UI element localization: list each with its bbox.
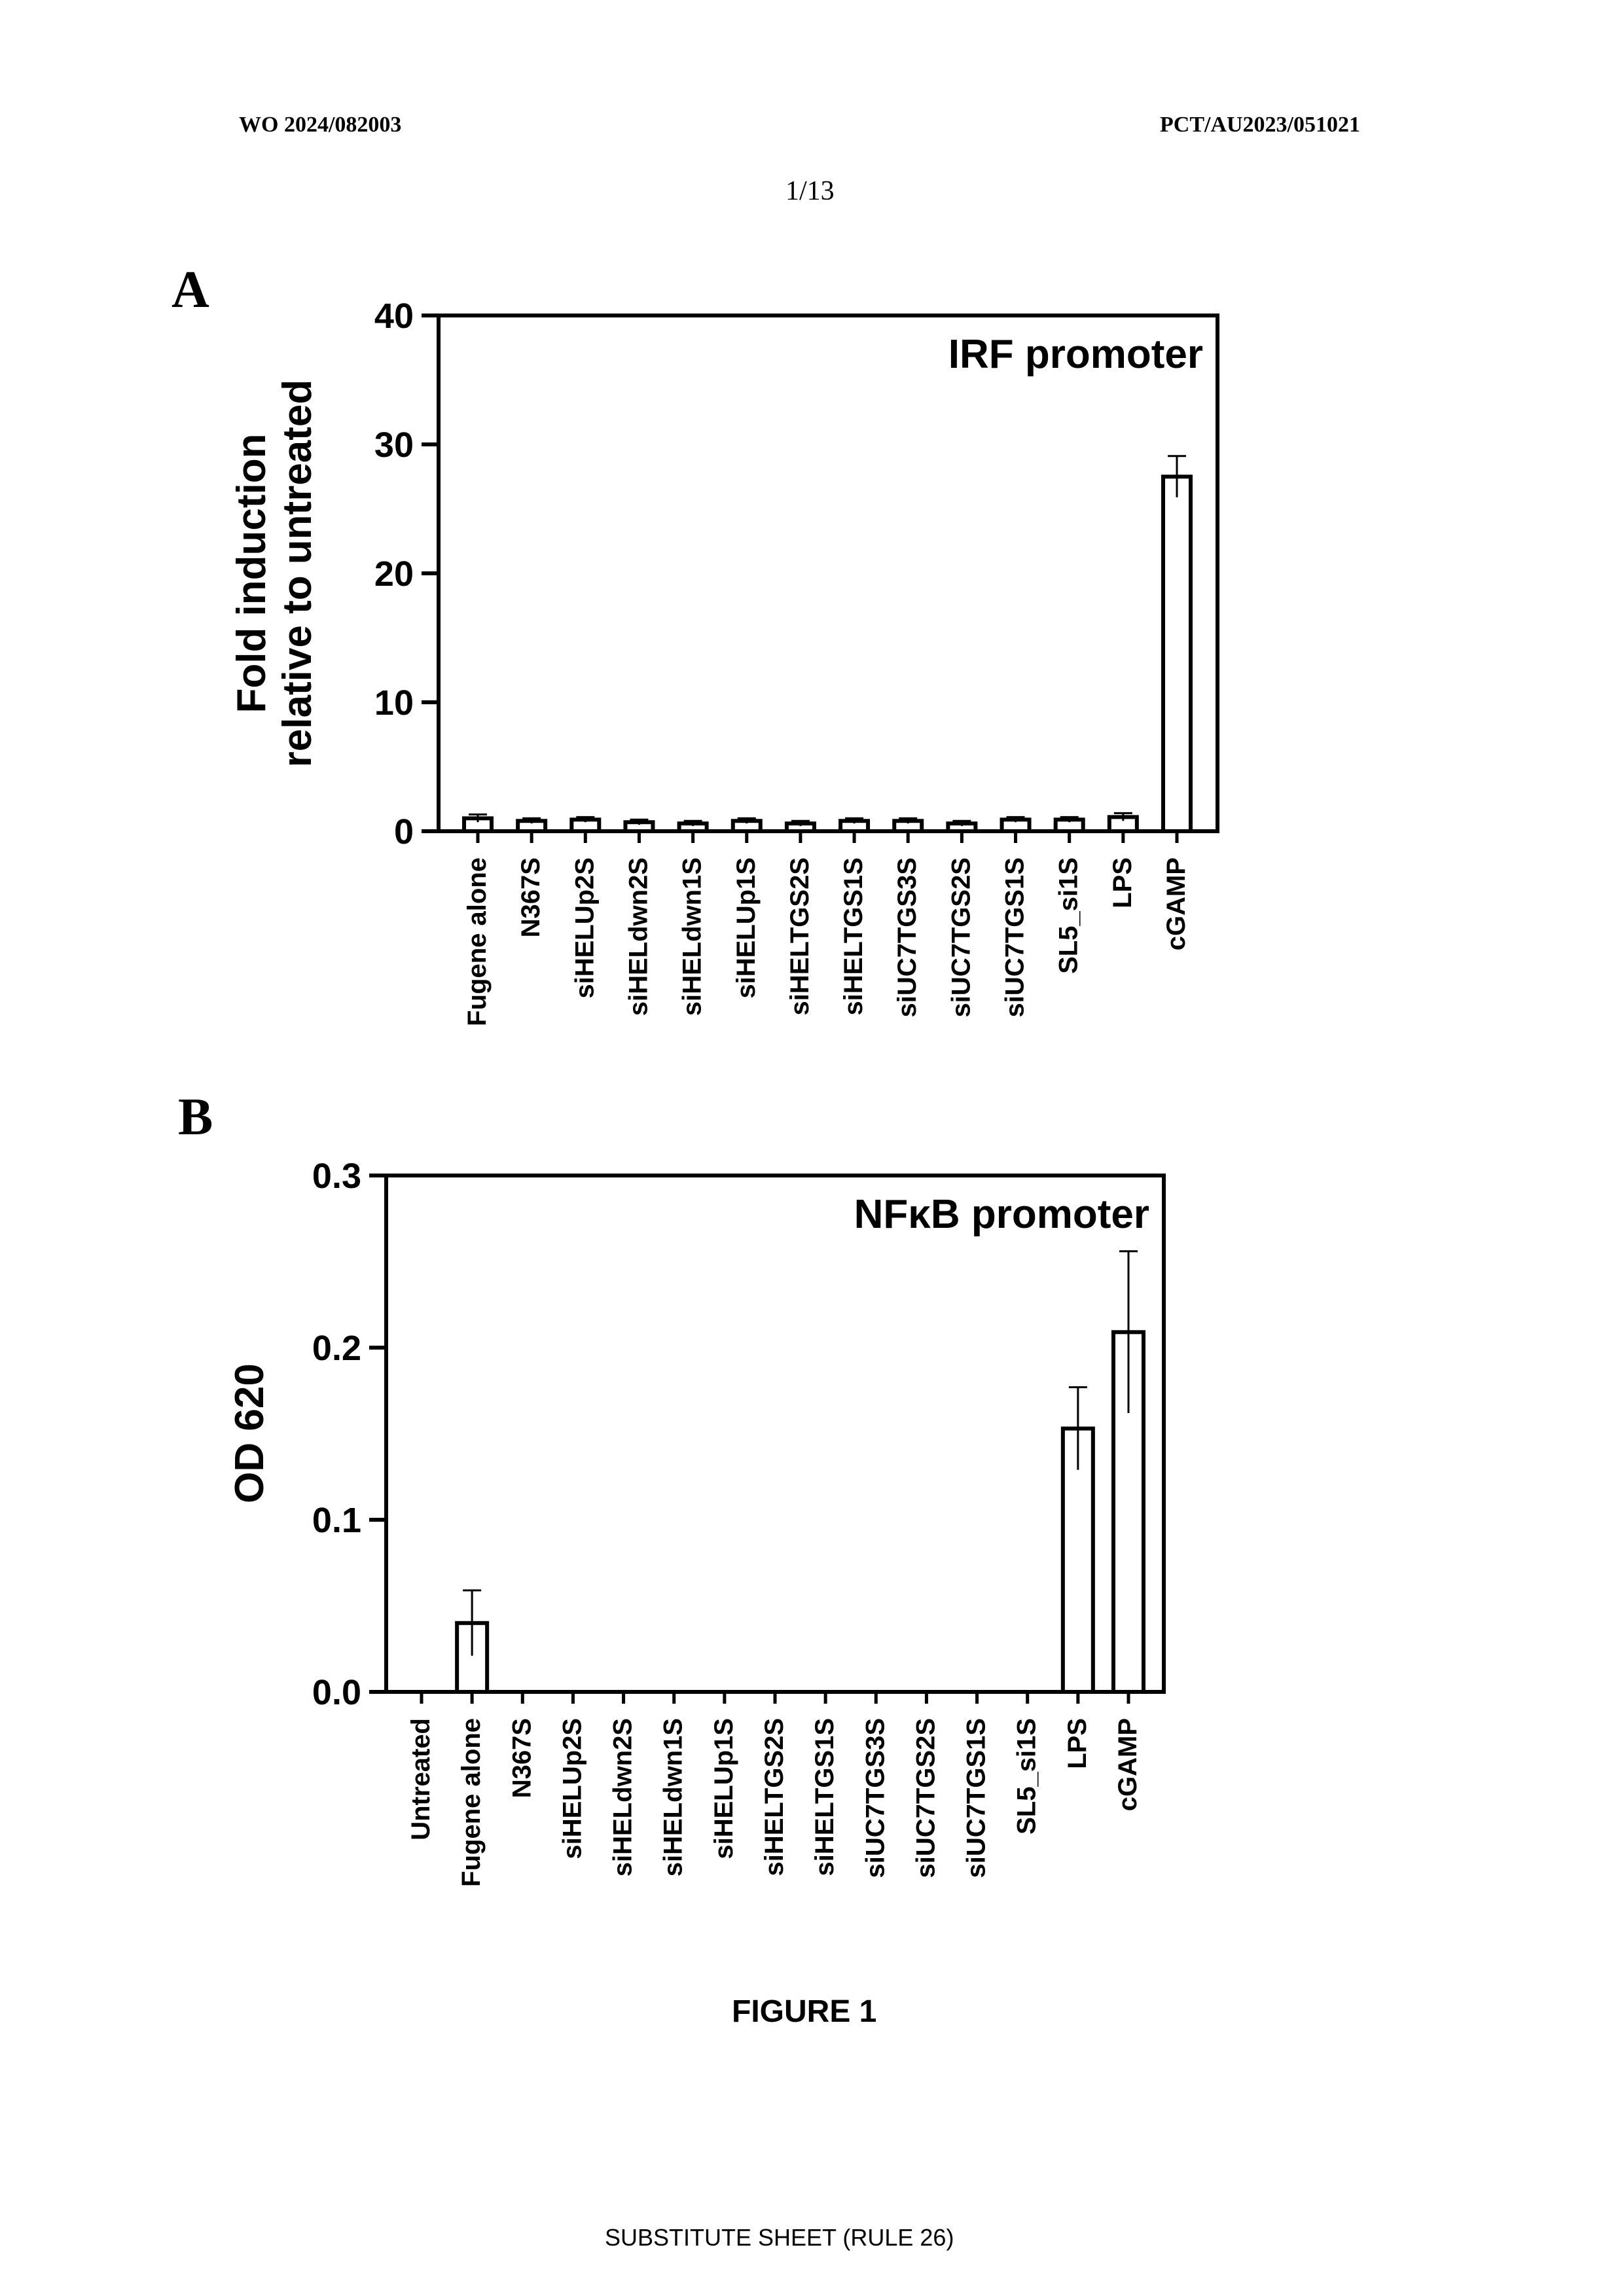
nfkb-promoter-chart: 0.0 0.1 0.2 0.3 OD 620 NFκB promoter Untreated… bbox=[0, 0, 1622, 2029]
x-category-label: siHELUp1S bbox=[710, 1718, 738, 1859]
x-category-label: siHELTGS1S bbox=[810, 1718, 839, 1876]
plot-frame bbox=[386, 1175, 1164, 1692]
y-tick-label: 0.2 bbox=[312, 1329, 361, 1368]
footer-text: SUBSTITUTE SHEET (RULE 26) bbox=[605, 2224, 954, 2251]
figure-caption: FIGURE 1 bbox=[732, 1994, 876, 2030]
x-category-label: N367S bbox=[507, 1718, 536, 1798]
x-category-label: siHELUp2S bbox=[558, 1718, 586, 1859]
x-category-label: siHELdwn2S bbox=[609, 1718, 638, 1876]
y-tick-label: 0.1 bbox=[312, 1501, 361, 1540]
x-category-label: siUC7TGS1S bbox=[962, 1718, 991, 1878]
x-category-label: Untreated bbox=[406, 1718, 435, 1840]
x-category-label: siUC7TGS3S bbox=[861, 1718, 890, 1878]
x-category-label: siHELdwn1S bbox=[659, 1718, 688, 1876]
y-tick-label: 0.3 bbox=[312, 1157, 361, 1196]
x-category-label: LPS bbox=[1063, 1718, 1092, 1769]
x-category-label: Fugene alone bbox=[457, 1718, 486, 1887]
y-tick-label: 0.0 bbox=[312, 1673, 361, 1712]
x-category-label: siHELTGS2S bbox=[760, 1718, 789, 1876]
y-axis-title: OD 620 bbox=[227, 1363, 272, 1503]
x-category-label: siUC7TGS2S bbox=[911, 1718, 940, 1878]
x-category-label: SL5_si1S bbox=[1013, 1718, 1041, 1835]
x-category-label: cGAMP bbox=[1113, 1718, 1142, 1811]
chart-title: NFκB promoter bbox=[854, 1192, 1149, 1237]
